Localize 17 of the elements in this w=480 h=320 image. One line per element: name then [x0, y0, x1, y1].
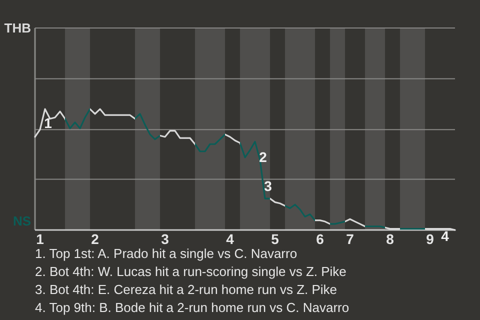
annotation: 1	[44, 115, 52, 131]
text: 4. Top 9th: B. Bode hit a 2-run home run vs C. Navarro	[35, 300, 350, 315]
text: THB	[4, 20, 31, 36]
annotation: 2	[259, 149, 268, 165]
x-tick-label: 9	[426, 231, 434, 247]
x-tick-label: 3	[161, 231, 170, 247]
annotation: 3	[264, 178, 272, 194]
x-tick-label: 2	[91, 231, 100, 247]
x-tick-label: 7	[346, 231, 354, 247]
text: 3. Bot 4th: E. Cereza hit a 2-run home run vs Z. Pike	[35, 282, 338, 297]
x-tick-label: 4	[226, 231, 234, 247]
x-tick-label: 8	[386, 231, 394, 247]
text: 2. Bot 4th: W. Lucas hit a run-scoring single vs Z. Pike	[35, 264, 346, 279]
x-tick-label: 5	[271, 231, 280, 247]
x-tick-label: 6	[316, 231, 324, 247]
x-tick-label: 1	[36, 231, 44, 247]
text: 1. Top 1st: A. Prado hit a single vs C. Navarro	[35, 246, 298, 261]
